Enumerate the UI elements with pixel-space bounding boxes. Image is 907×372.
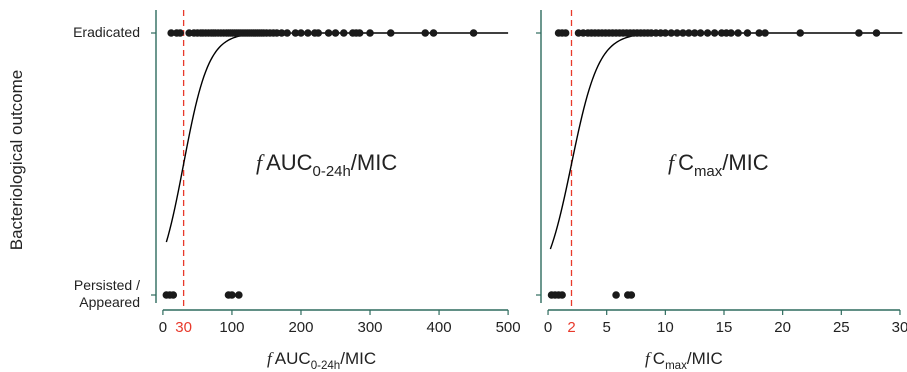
persisted-point — [228, 291, 236, 299]
eradicated-point — [355, 29, 364, 37]
eradicated-point — [324, 29, 333, 37]
eradicated-point — [855, 29, 863, 37]
x-tick-label: 30 — [892, 319, 907, 336]
eradicated-point — [734, 29, 742, 37]
eradicated-point — [421, 29, 430, 37]
eradicated-point — [291, 29, 300, 37]
x-tick-label: 500 — [496, 319, 521, 336]
persisted-point — [558, 291, 566, 299]
eradicated-point — [314, 29, 323, 37]
panel-annotation-italic: f — [668, 150, 677, 175]
eradicated-point — [696, 29, 705, 37]
eradicated-point — [755, 29, 763, 37]
x-tick-label: 0 — [544, 319, 552, 336]
eradicated-point — [277, 29, 286, 37]
eradicated-point — [283, 29, 291, 37]
panel-annotation: f Cmax/MIC — [668, 150, 769, 180]
x-tick-label: 300 — [358, 319, 383, 336]
x-tick-label: 5 — [603, 319, 611, 336]
eradicated-point — [743, 29, 752, 37]
eradicated-point — [366, 29, 374, 37]
x-axis-label: f AUC0-24h/MIC — [267, 349, 376, 372]
eradicated-point — [679, 29, 687, 37]
panel-2: 0 5 10 15 20 25 30 2 — [536, 10, 907, 336]
threshold-label: 30 — [175, 319, 192, 336]
panel-annotation-suffix: /MIC — [722, 150, 769, 175]
eradicated-point — [661, 29, 670, 37]
eradicated-point — [386, 29, 395, 37]
logistic-curve — [549, 32, 903, 250]
x-axis-label-main: C — [653, 349, 665, 368]
eradicated-point — [167, 29, 175, 37]
threshold-label: 2 — [567, 319, 575, 336]
x-axis-label-main: AUC — [275, 349, 311, 368]
persisted-point — [612, 291, 620, 299]
eradicated-point — [304, 29, 312, 37]
x-tick-label: 10 — [657, 319, 674, 336]
eradicated-point — [176, 29, 184, 37]
x-axis-label-italic: f — [645, 349, 652, 368]
x-axis-label-suffix: /MIC — [340, 349, 376, 368]
x-tick-label: 200 — [288, 319, 313, 336]
y-tick-label-eradicated: Eradicated — [73, 24, 140, 40]
persisted-point — [627, 291, 636, 299]
eradicated-point — [796, 29, 805, 37]
y-axis-label: Bacteriological outcome — [7, 70, 26, 250]
persisted-point — [235, 291, 243, 299]
panel-annotation-suffix: /MIC — [351, 150, 398, 175]
x-tick-label: 25 — [833, 319, 850, 336]
panel-1: 0 100 200 300 400 500 30 — [151, 10, 521, 336]
panel-annotation-italic: f — [256, 150, 265, 175]
eradicated-point — [703, 29, 712, 37]
eradicated-point — [872, 29, 881, 37]
panel-annotation-sub: 0-24h — [313, 163, 351, 180]
x-axis-label: f Cmax/MIC — [645, 349, 723, 372]
x-tick-label: 15 — [716, 319, 733, 336]
panel-annotation-main: AUC — [266, 150, 313, 175]
eradicated-point — [673, 29, 681, 37]
x-tick-label: 400 — [427, 319, 452, 336]
x-tick-label: 20 — [774, 319, 791, 336]
eradicated-point — [339, 29, 348, 37]
x-axis-label-sub: max — [665, 360, 687, 372]
eradicated-point — [429, 29, 438, 37]
persisted-point — [169, 291, 178, 299]
eradicated-point — [297, 29, 305, 37]
eradicated-point — [685, 29, 693, 37]
eradicated-point — [761, 29, 769, 37]
x-axis-label-suffix: /MIC — [687, 349, 723, 368]
eradicated-point — [331, 29, 340, 37]
x-tick-label: 100 — [219, 319, 244, 336]
eradicated-point — [667, 29, 676, 37]
panel-annotation: f AUC0-24h/MIC — [256, 150, 397, 180]
eradicated-point — [561, 29, 570, 37]
eradicated-point — [690, 29, 699, 37]
y-tick-label-persisted: Persisted / — [74, 277, 140, 293]
x-tick-label: 0 — [159, 319, 167, 336]
logistic-curve — [165, 32, 509, 243]
panel-annotation-sub: max — [694, 163, 723, 180]
eradicated-point — [710, 29, 719, 37]
y-tick-label-appeared: Appeared — [79, 294, 140, 310]
eradicated-point — [727, 29, 735, 37]
x-axis-label-italic: f — [267, 349, 274, 368]
panel-annotation-main: C — [678, 150, 694, 175]
eradicated-point — [469, 29, 478, 37]
x-axis-label-sub: 0-24h — [311, 360, 341, 372]
